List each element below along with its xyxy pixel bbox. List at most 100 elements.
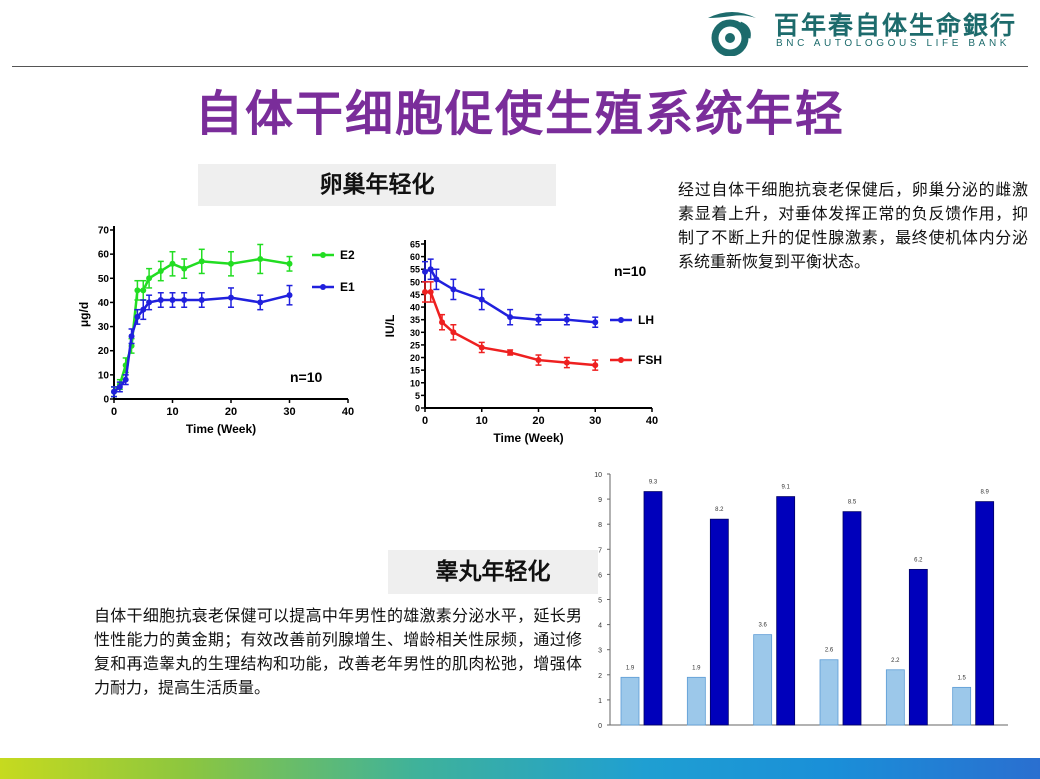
- bar-series-1: [952, 686, 972, 726]
- gonadotropin-chart: 0 5 10 15 20 25 30 35 40 45 50 55 60 65 0 10 20 30 40 Time …: [384, 234, 674, 454]
- estrogen-chart: 0 10 20 30 40 50 60 70 0 10 20 30 40 Time (Week) μg/d E…: [78, 218, 378, 450]
- ovary-description: 经过自体干细胞抗衰老保健后，卵巢分泌的雌激素显着上升，对垂体发挥正常的负反馈作用…: [678, 180, 1028, 271]
- bar-value-label: 8.2: [715, 507, 724, 513]
- estrogen-chart-svg: 0 10 20 30 40 50 60 70 0 10 20 30 40 Time (Week) μg/d E…: [78, 226, 355, 437]
- x-axis-label: Time (Week): [493, 431, 563, 445]
- y-tick-label: 60: [410, 252, 420, 262]
- bar-value-label: 1.5: [957, 675, 966, 681]
- data-point-LH: [422, 268, 428, 275]
- bar-series-1: [885, 669, 905, 726]
- series-line-E2: [113, 257, 290, 393]
- testis-bar-chart: 0 1 2 3 4 5 6 7 8 9 10 1.9 9.3 1.9 8.2 3.6 9.1 2.6 8.5 2.2 6…: [588, 464, 1013, 734]
- data-point-LH: [507, 314, 514, 321]
- data-point-LH: [535, 316, 542, 323]
- y-tick-label: 10: [98, 370, 110, 381]
- bar-value-label: 2.6: [825, 648, 834, 654]
- y-tick-label: 30: [98, 322, 110, 333]
- y-tick-label: 20: [98, 346, 110, 357]
- bar-value-label: 8.9: [980, 490, 989, 496]
- series-line-E1: [113, 293, 290, 393]
- y-tick-label: 30: [410, 328, 420, 338]
- testis-description: 自体干细胞抗衰老保健可以提高中年男性的雄激素分泌水平，延长男性性能力的黄金期；有…: [94, 606, 582, 697]
- bar-value-label: 8.5: [848, 500, 857, 506]
- legend-label-E2: E2: [340, 248, 355, 262]
- y-tick-label: 55: [410, 265, 420, 275]
- bar-value-label: 1.9: [692, 665, 701, 671]
- page-title: 自体干细胞促使生殖系统年轻: [194, 86, 845, 142]
- x-tick-label: 20: [225, 406, 237, 418]
- data-point-E2: [169, 260, 176, 267]
- y-tick-label: 40: [410, 303, 420, 313]
- x-axis-label: Time (Week): [186, 422, 256, 436]
- ovary-heading: 卵巢年轻化: [198, 164, 556, 206]
- data-point-E2: [228, 260, 234, 267]
- data-point-E1: [157, 297, 164, 304]
- bar-value-label: 9.1: [781, 485, 790, 491]
- y-tick-label: 10: [594, 472, 602, 479]
- data-point-E1: [198, 297, 205, 304]
- data-point-FSH: [478, 344, 485, 351]
- y-tick-label: 8: [598, 522, 602, 529]
- data-point-E2: [257, 255, 264, 262]
- data-point-FSH: [422, 288, 428, 295]
- y-axis-label: μg/d: [78, 302, 91, 327]
- sample-size-annotation: n=10: [614, 263, 647, 279]
- data-point-E2: [157, 268, 164, 275]
- data-point-E1: [116, 383, 123, 390]
- data-point-FSH: [450, 329, 457, 336]
- y-tick-label: 10: [410, 378, 420, 388]
- data-point-LH: [450, 286, 457, 293]
- bar-series-2: [908, 568, 928, 726]
- data-point-FSH: [439, 319, 446, 326]
- y-tick-label: 9: [598, 497, 602, 504]
- y-tick-label: 50: [98, 274, 110, 285]
- data-point-E1: [128, 333, 135, 340]
- gonadotropin-chart-svg: 0 5 10 15 20 25 30 35 40 45 50 55 60 65 0 10 20 30 40 Time …: [384, 240, 662, 446]
- legend-marker-E2: [320, 252, 326, 258]
- legend-marker-E1: [320, 284, 326, 290]
- legend-label-LH: LH: [638, 313, 654, 327]
- data-point-E1: [122, 376, 129, 383]
- data-point-LH: [563, 316, 570, 323]
- y-tick-label: 65: [410, 240, 420, 250]
- data-point-E1: [181, 297, 188, 304]
- x-tick-label: 0: [422, 415, 428, 427]
- y-tick-label: 5: [598, 598, 602, 605]
- testis-heading: 睾丸年轻化: [388, 550, 598, 594]
- bar-series-1: [819, 659, 839, 726]
- sample-size-annotation: n=10: [290, 369, 323, 385]
- data-point-E2: [181, 265, 188, 272]
- y-tick-label: 20: [410, 353, 420, 363]
- bank-name-en: BNC AUTOLOGOUS LIFE BANK: [776, 38, 1011, 49]
- legend-marker-FSH: [618, 357, 624, 363]
- bar-value-label: 3.6: [758, 623, 767, 629]
- y-tick-label: 1: [598, 698, 602, 705]
- data-point-FSH: [427, 288, 434, 295]
- bar-value-label: 1.9: [626, 665, 635, 671]
- bar-series-1: [620, 676, 640, 726]
- y-tick-label: 25: [410, 340, 420, 350]
- data-point-E1: [140, 306, 147, 313]
- x-tick-label: 30: [283, 406, 295, 418]
- y-tick-label: 4: [598, 623, 602, 630]
- y-tick-label: 3: [598, 648, 602, 655]
- data-point-E1: [286, 292, 293, 299]
- data-point-LH: [592, 319, 599, 326]
- y-tick-label: 5: [415, 391, 420, 401]
- data-point-E1: [146, 299, 153, 306]
- bar-series-1: [686, 676, 706, 726]
- y-tick-label: 7: [598, 547, 602, 554]
- y-axis-label: IU/L: [384, 315, 397, 338]
- legend-label-FSH: FSH: [638, 353, 662, 367]
- data-point-E2: [198, 258, 205, 265]
- testis-bar-chart-svg: 0 1 2 3 4 5 6 7 8 9 10 1.9 9.3 1.9 8.2 3.6 9.1 2.6 8.5 2.2 6…: [594, 472, 1008, 730]
- bar-series-2: [776, 496, 796, 726]
- x-tick-label: 30: [589, 415, 601, 427]
- data-point-E1: [111, 388, 117, 395]
- data-point-FSH: [592, 362, 599, 369]
- bar-series-2: [842, 511, 862, 726]
- data-point-E1: [134, 313, 141, 320]
- bank-logo-icon: [704, 8, 760, 57]
- y-tick-label: 50: [410, 277, 420, 287]
- data-point-LH: [478, 296, 485, 303]
